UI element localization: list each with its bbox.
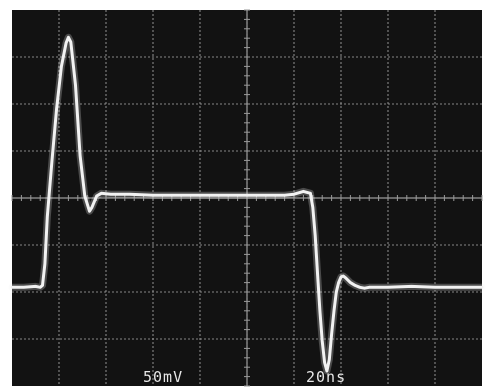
volts-per-div-readout: 50mV: [143, 368, 183, 386]
waveform-layer: [8, 33, 486, 375]
graticule: [11, 9, 483, 387]
waveform-trace: [10, 35, 484, 373]
time-per-div-readout: 20ns: [306, 368, 346, 386]
